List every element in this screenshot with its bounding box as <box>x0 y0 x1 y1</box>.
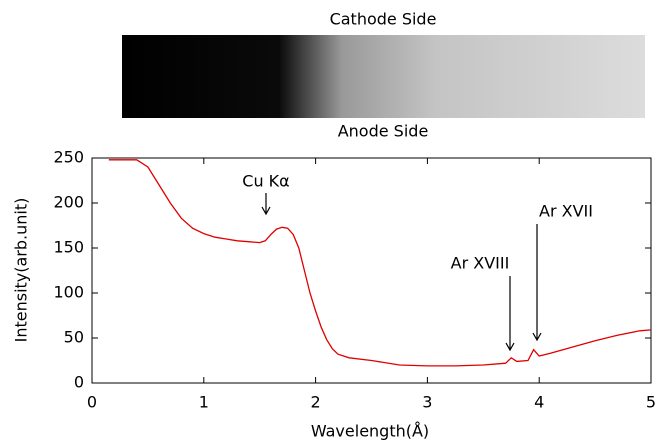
detector-image <box>122 35 645 118</box>
x-tick-label: 3 <box>422 393 432 412</box>
y-tick-label: 50 <box>64 328 84 347</box>
top-label: Cathode Side <box>330 10 437 29</box>
y-tick-label: 150 <box>53 238 84 257</box>
x-tick-label: 0 <box>87 393 97 412</box>
plot-frame <box>92 158 651 383</box>
data-line <box>109 160 651 366</box>
x-tick-label: 4 <box>534 393 544 412</box>
y-tick-label: 0 <box>74 373 84 392</box>
y-tick-label: 200 <box>53 193 84 212</box>
arrow <box>262 193 270 214</box>
arrow <box>506 276 514 350</box>
y-axis-label: Intensity(arb.unit) <box>12 198 31 343</box>
annotation: Cu Kα <box>242 172 289 191</box>
arrow <box>533 224 541 340</box>
x-axis-label: Wavelength(Å) <box>311 422 429 441</box>
x-tick-label: 1 <box>199 393 209 412</box>
page: {"image": {"top_label": "Cathode Side", … <box>0 0 667 444</box>
figure: Cathode Side Anode Side Wavelength(Å) In… <box>0 0 667 444</box>
y-tick-label: 250 <box>53 148 84 167</box>
annotation: Ar XVII <box>539 202 593 221</box>
y-tick-label: 100 <box>53 283 84 302</box>
bottom-label: Anode Side <box>338 122 429 141</box>
annotation: Ar XVIII <box>451 254 510 273</box>
x-tick-label: 5 <box>646 393 656 412</box>
x-tick-label: 2 <box>311 393 321 412</box>
